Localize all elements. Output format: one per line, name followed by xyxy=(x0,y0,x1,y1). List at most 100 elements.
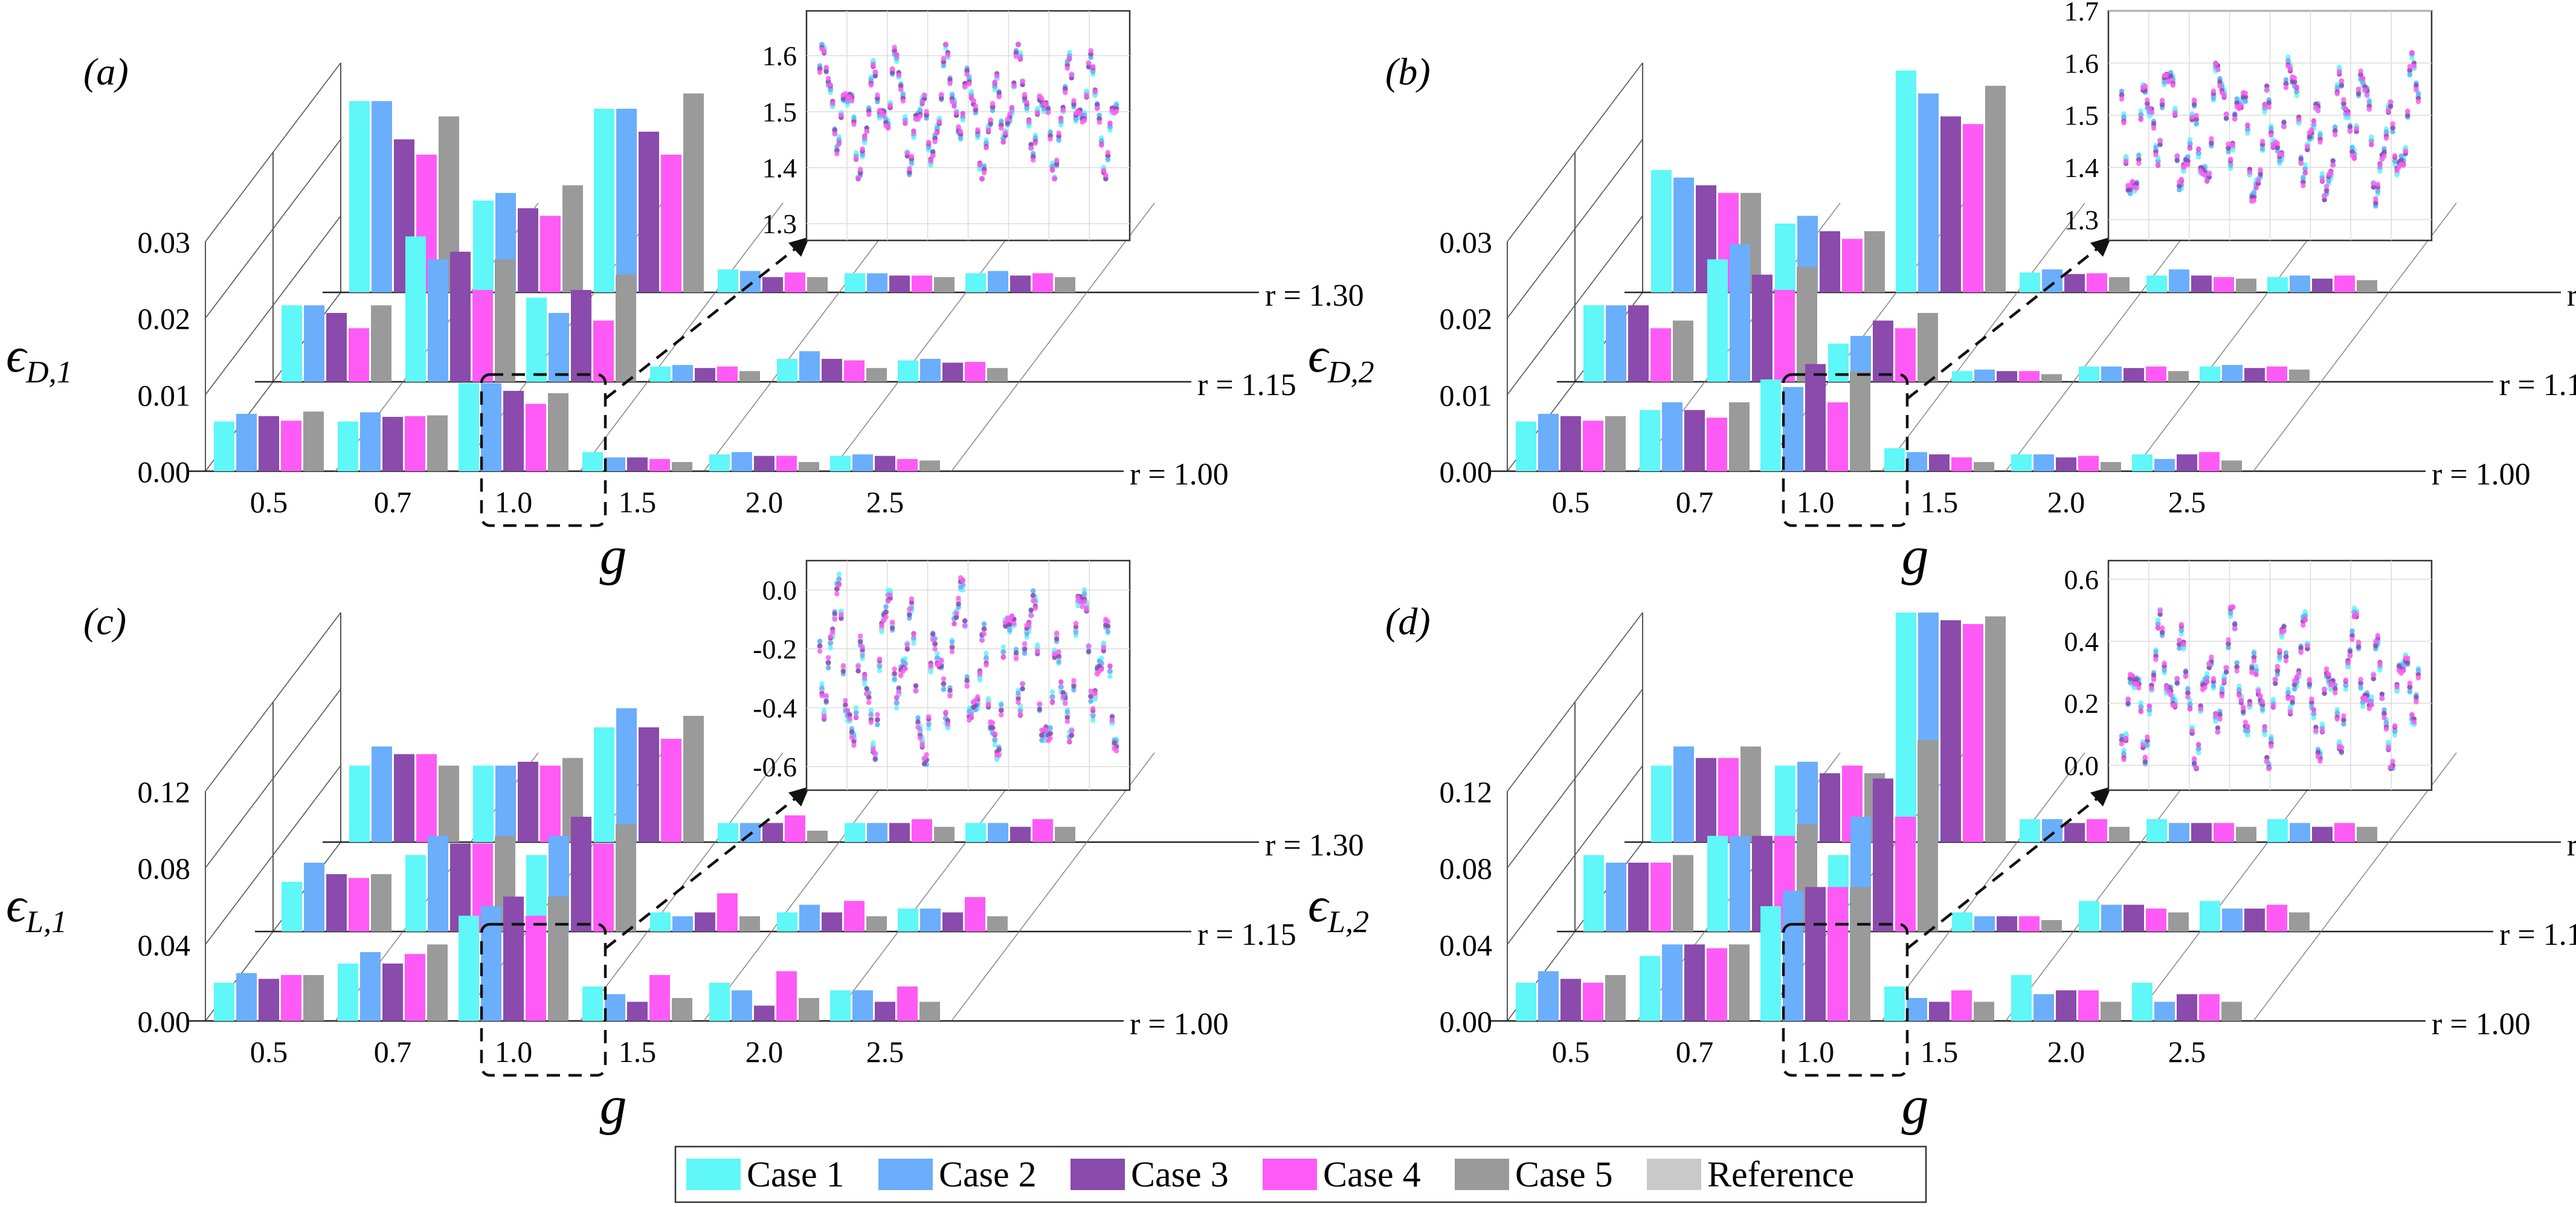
inset-point xyxy=(825,655,831,660)
inset-point xyxy=(2162,80,2167,85)
inset-point xyxy=(2243,719,2249,725)
bar-c-r0-g5-s1 xyxy=(830,990,851,1021)
inset-point xyxy=(2145,97,2150,103)
inset-point xyxy=(875,92,880,98)
inset-point xyxy=(1064,719,1071,724)
inset-point xyxy=(1016,690,1021,696)
bar-c-r0-g1-s1 xyxy=(338,964,358,1021)
bar-b-r1-g3-s4 xyxy=(2019,371,2040,382)
inset-point xyxy=(1071,687,1077,693)
inset-point xyxy=(2262,724,2267,730)
inset-point xyxy=(1003,130,1008,136)
inset-point xyxy=(2215,66,2221,72)
inset-point xyxy=(2172,703,2178,708)
inset-point xyxy=(821,714,827,719)
inset-point xyxy=(977,167,983,172)
inset-point xyxy=(2264,755,2270,760)
bar-a-r0-g1-s4 xyxy=(405,416,425,471)
inset-point xyxy=(2390,129,2395,135)
bar-b-r1-g0-s2 xyxy=(1606,305,1626,382)
inset-point xyxy=(2375,188,2381,194)
inset-point xyxy=(2123,736,2129,742)
inset-point xyxy=(943,42,948,47)
inset-point xyxy=(992,731,997,736)
inset-point xyxy=(2302,617,2308,623)
inset-point xyxy=(2369,141,2374,147)
floor-grid-line xyxy=(951,931,1020,1022)
inset-point xyxy=(958,135,964,141)
inset-point xyxy=(2138,709,2143,715)
inset-point xyxy=(2191,756,2197,762)
bar-c-r2-g0-s4 xyxy=(416,754,437,842)
inset-point xyxy=(956,596,961,601)
inset-point xyxy=(830,104,836,109)
bar-a-r2-g2-s1 xyxy=(594,109,614,292)
inset-point xyxy=(2209,140,2214,146)
inset-point xyxy=(2259,146,2265,152)
panel-label: (c) xyxy=(83,600,126,643)
inset-point xyxy=(904,646,910,652)
inset-point xyxy=(947,77,953,83)
wall-grid-line xyxy=(205,215,341,395)
inset-arrow-line xyxy=(1906,243,2104,400)
inset-point xyxy=(2151,126,2157,131)
inset-point xyxy=(2234,664,2240,670)
inset-point xyxy=(2268,744,2274,749)
inset-point xyxy=(2189,114,2195,120)
inset-point xyxy=(2119,733,2125,739)
inset-point xyxy=(2339,749,2344,755)
bar-c-r2-g2-s1 xyxy=(594,727,614,842)
inset-point xyxy=(860,146,865,152)
inset-point xyxy=(2226,149,2231,155)
inset-point xyxy=(853,710,859,716)
category-label: 2.5 xyxy=(2168,485,2206,519)
inset-point xyxy=(2366,106,2372,112)
inset-point xyxy=(1011,620,1017,626)
bar-c-r1-g4-s1 xyxy=(777,912,797,932)
inset-point xyxy=(2373,201,2378,206)
inset-point xyxy=(941,63,947,68)
inset-point xyxy=(1077,599,1083,605)
inset-point xyxy=(2202,685,2207,690)
bar-c-r1-g0-s3 xyxy=(326,874,347,932)
inset-point xyxy=(964,68,970,74)
row-label: r = 1.15 xyxy=(1197,918,1296,952)
inset-point xyxy=(2159,97,2165,103)
inset-point xyxy=(984,140,989,146)
inset-tick-label: -0.4 xyxy=(753,693,797,724)
inset-point xyxy=(883,610,889,615)
bar-d-r0-g3-s1 xyxy=(1884,987,1905,1021)
bar-a-r0-g5-s3 xyxy=(875,455,895,471)
inset-point xyxy=(2226,637,2231,642)
inset-point xyxy=(2307,134,2312,140)
bar-a-r0-g3-s4 xyxy=(649,459,670,471)
bar-b-r1-g0-s4 xyxy=(1650,328,1671,382)
inset-point xyxy=(985,702,991,707)
inset-point xyxy=(2149,686,2154,691)
bar-d-r0-g3-s5 xyxy=(1974,1002,1994,1021)
inset-point xyxy=(1090,69,1096,74)
inset-point xyxy=(947,687,953,693)
bar-b-r1-g4-s2 xyxy=(2101,366,2122,382)
bar-a-r1-g4-s2 xyxy=(799,351,820,382)
inset-point xyxy=(871,62,876,68)
inset-point xyxy=(2317,132,2323,138)
panel-label: (b) xyxy=(1385,50,1431,93)
inset-point xyxy=(2232,112,2238,118)
inset-point xyxy=(2333,132,2338,138)
wall-grid-line xyxy=(205,765,341,945)
bar-a-r2-g5-s3 xyxy=(1010,275,1031,292)
inset-point xyxy=(860,152,865,158)
inset-point xyxy=(941,681,947,686)
inset-point xyxy=(1073,620,1079,626)
inset-point xyxy=(947,81,953,86)
inset-point xyxy=(960,111,965,117)
bar-a-r2-g1-s4 xyxy=(540,216,561,292)
inset-point xyxy=(975,132,980,138)
inset-point xyxy=(2337,65,2342,70)
inset-point xyxy=(2388,103,2394,109)
bar-b-r0-g4-s3 xyxy=(2056,457,2076,471)
row-label: r = 1.00 xyxy=(2432,457,2531,492)
inset-tick-label: 1.3 xyxy=(2064,204,2099,235)
